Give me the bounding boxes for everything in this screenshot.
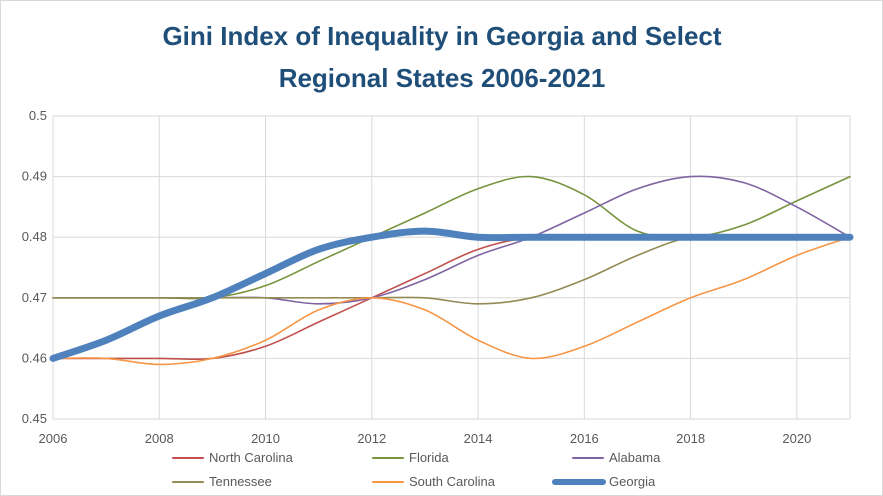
series-line-south-carolina (52, 236, 851, 366)
x-axis-ticks: 2006 2008 2010 2012 2014 2016 2018 2020 (39, 431, 812, 446)
x-tick-label: 2016 (570, 431, 599, 446)
x-tick-label: 2008 (145, 431, 174, 446)
series-line-tennessee (52, 235, 851, 305)
gridlines (52, 115, 851, 420)
series-line-georgia (49, 227, 854, 362)
chart-title: Gini Index of Inequality in Georgia and … (162, 21, 721, 93)
legend-label-tennessee: Tennessee (209, 474, 272, 489)
x-tick-label: 2010 (251, 431, 280, 446)
series-lines (49, 175, 854, 366)
chart-title-line-2: Regional States 2006-2021 (279, 63, 606, 93)
legend-item-florida: Florida (372, 450, 450, 465)
legend-label-florida: Florida (409, 450, 450, 465)
legend-item-south-carolina: South Carolina (372, 474, 496, 489)
legend-label-south-carolina: South Carolina (409, 474, 496, 489)
x-tick-label: 2014 (464, 431, 493, 446)
chart-title-line-1: Gini Index of Inequality in Georgia and … (162, 21, 721, 51)
x-tick-label: 2006 (39, 431, 68, 446)
x-tick-label: 2020 (782, 431, 811, 446)
y-axis-ticks: 0.5 0.49 0.48 0.47 0.46 0.45 (22, 108, 47, 426)
x-tick-label: 2018 (676, 431, 705, 446)
y-tick-label: 0.48 (22, 229, 47, 244)
legend: North Carolina Florida Alabama Tennessee Sou… (172, 450, 661, 489)
y-tick-label: 0.45 (22, 411, 47, 426)
y-tick-label: 0.46 (22, 350, 47, 365)
x-tick-label: 2012 (357, 431, 386, 446)
y-tick-label: 0.49 (22, 169, 47, 184)
legend-item-georgia: Georgia (552, 474, 656, 489)
legend-item-tennessee: Tennessee (172, 474, 272, 489)
legend-label-north-carolina: North Carolina (209, 450, 294, 465)
legend-item-alabama: Alabama (572, 450, 661, 465)
legend-item-north-carolina: North Carolina (172, 450, 294, 465)
y-tick-label: 0.47 (22, 290, 47, 305)
legend-label-georgia: Georgia (609, 474, 656, 489)
legend-label-alabama: Alabama (609, 450, 661, 465)
y-tick-label: 0.5 (29, 108, 47, 123)
